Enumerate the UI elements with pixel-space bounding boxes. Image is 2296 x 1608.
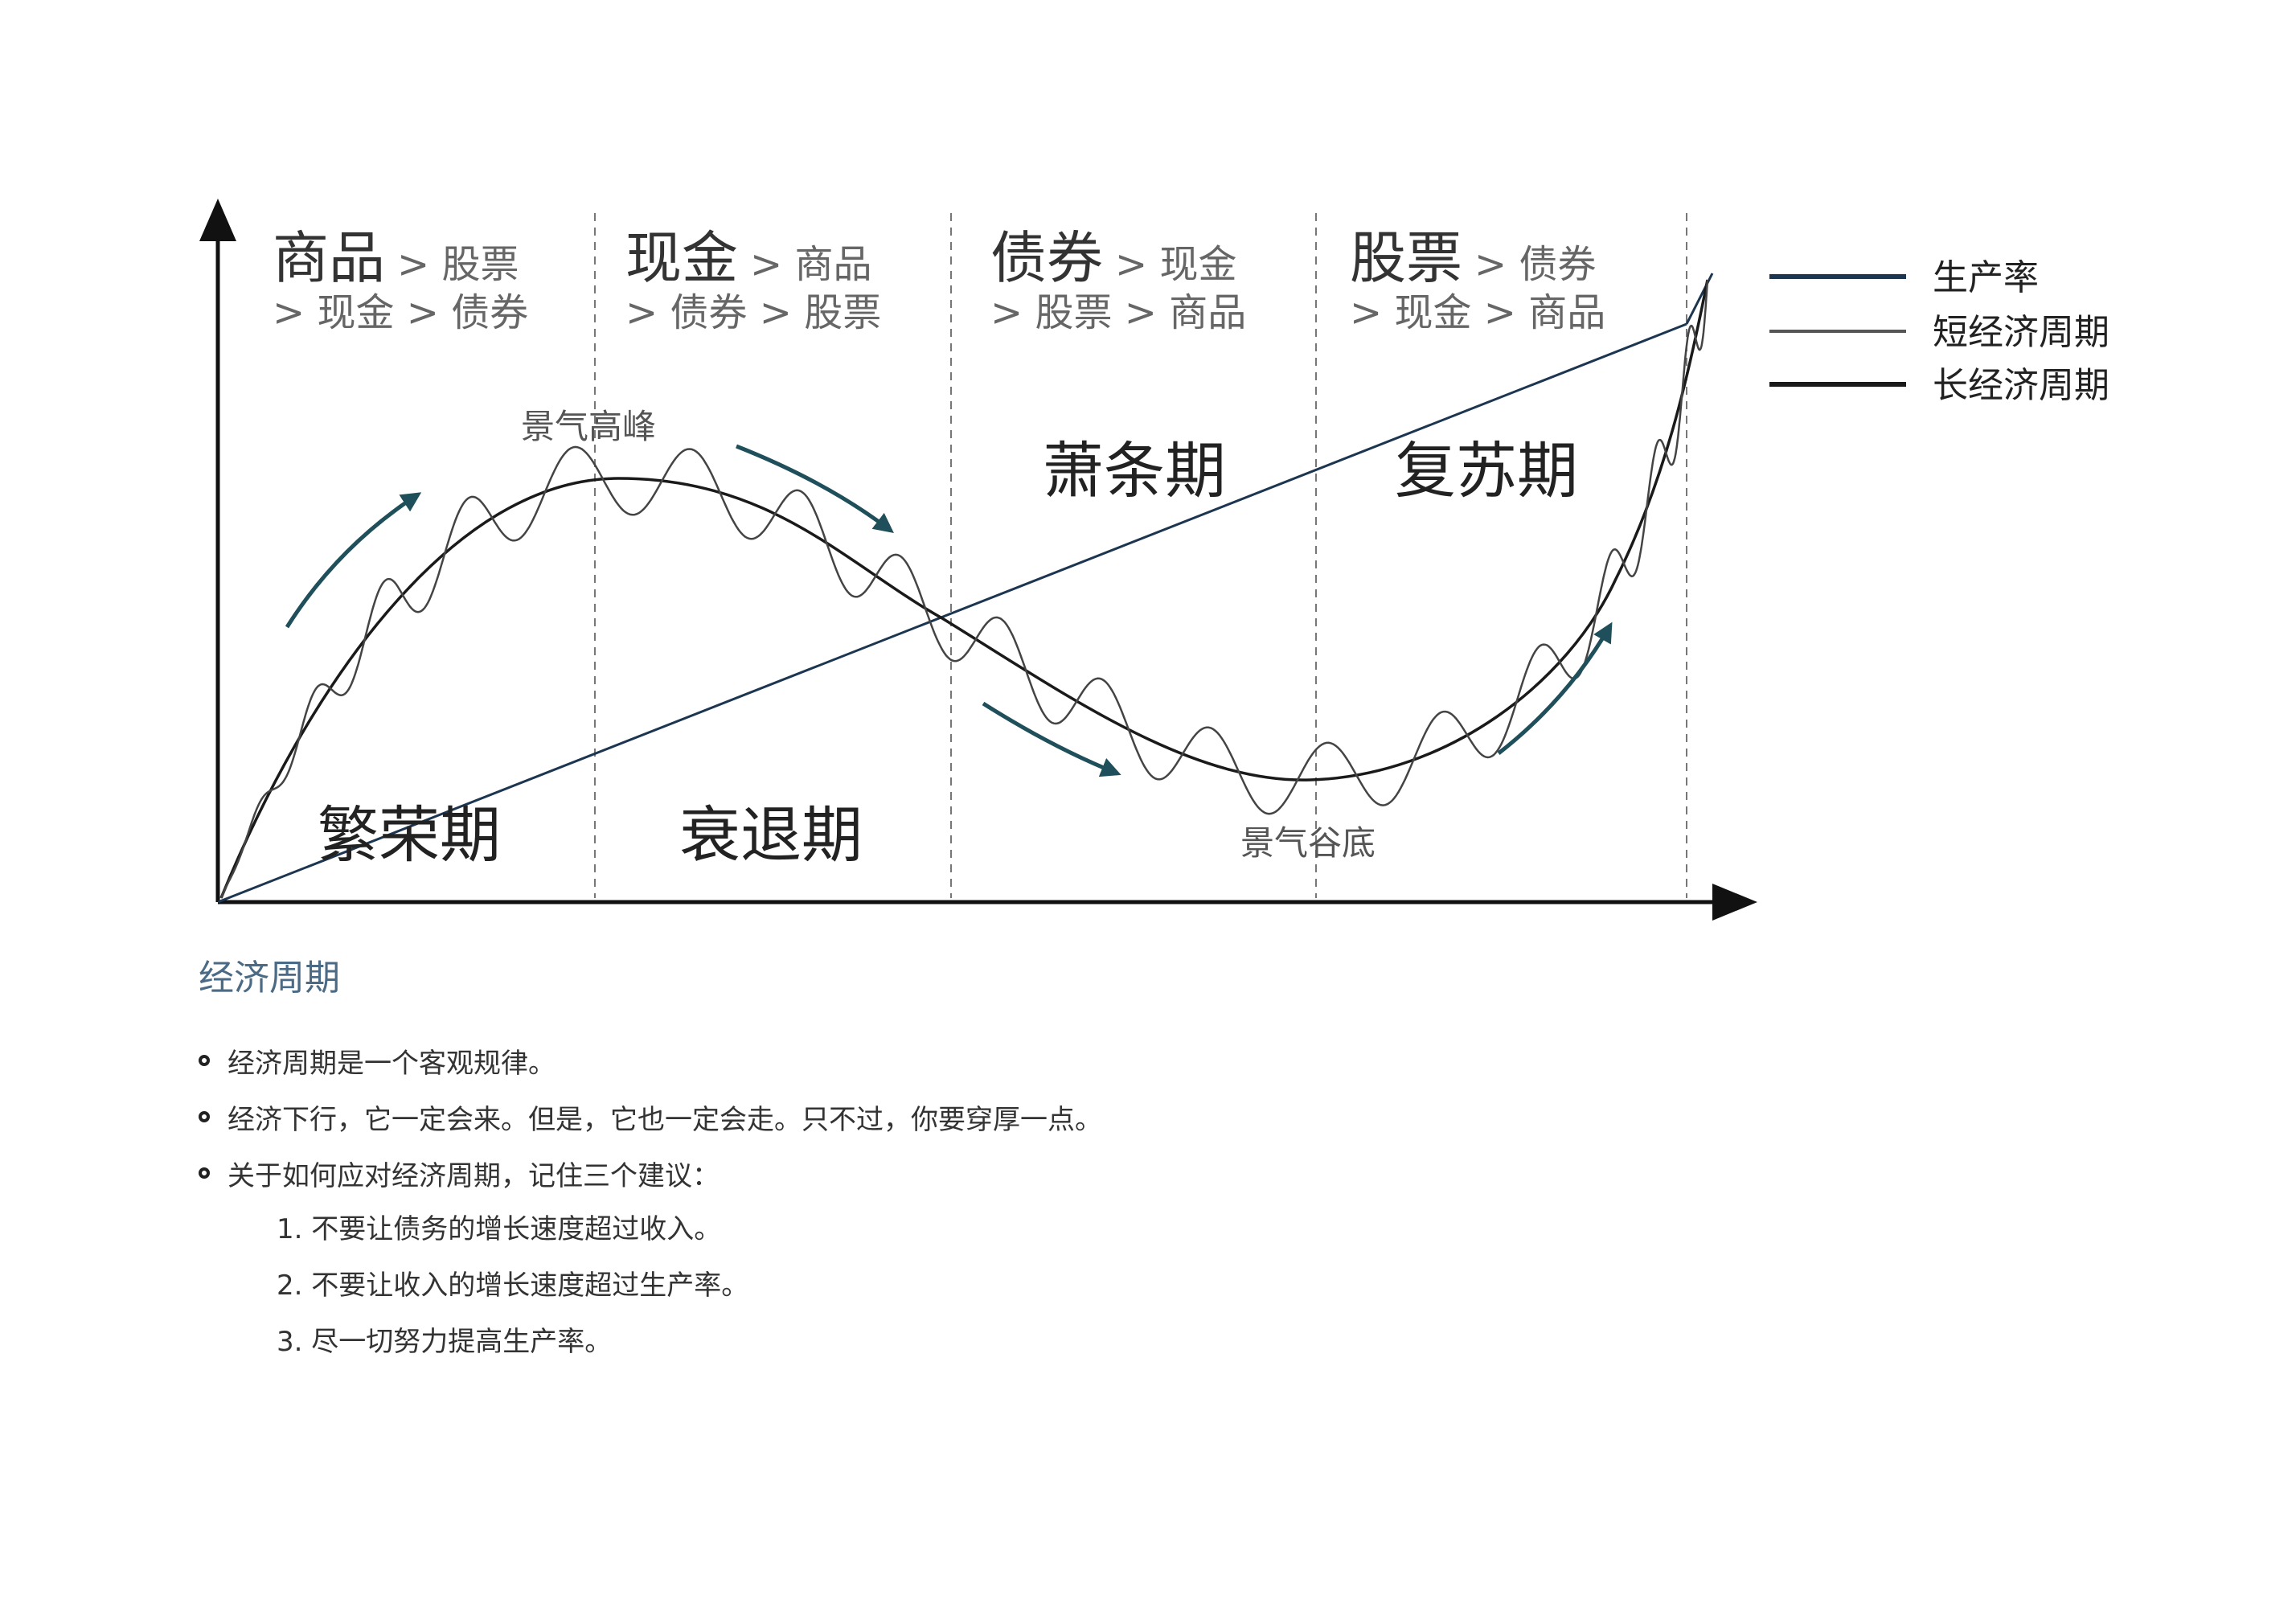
x-axis-arrow-icon [1712, 884, 1757, 921]
y-axis-arrow-icon [199, 199, 236, 241]
legend-label: 长经济周期 [1933, 365, 2109, 406]
legend: 生产率 短经济周期 长经济周期 [1769, 257, 2109, 406]
productivity-line [217, 322, 1687, 904]
svg-text:商品> 股票: 商品 > 股票 [273, 225, 519, 291]
bullet-item: 经济周期是一个客观规律。 [199, 1032, 1102, 1089]
peak-label: 景气高峰 [521, 407, 656, 446]
notes-title: 经济周期 [199, 958, 340, 999]
advice-item: 3. 尽一切努力提高生产率。 [277, 1326, 613, 1358]
short-cycle-curve [219, 279, 1709, 899]
arrow-down-icon [736, 444, 894, 534]
phase-label-depression: 萧条期 [1043, 435, 1226, 507]
bullet-item: 关于如何应对经济周期，记住三个建议： [199, 1145, 1102, 1201]
column-header-2: 现金 > 商品 > 债券 > 股票 [625, 225, 881, 335]
bullet-icon [199, 1055, 210, 1066]
column-header-4: 股票 > 债券 > 现金 > 商品 [1350, 225, 1605, 335]
column-header-3: 债券 > 现金 > 股票 > 商品 [990, 225, 1246, 335]
arrow-up-icon [285, 492, 422, 629]
svg-text:股票> 债券: 股票 > 债券 [1350, 225, 1596, 291]
svg-text:现金> 商品: 现金 > 商品 [625, 225, 871, 291]
legend-label: 生产率 [1933, 257, 2039, 298]
advice-item: 1. 不要让债务的增长速度超过收入。 [277, 1213, 722, 1245]
advice-item: 2. 不要让收入的增长速度超过生产率。 [277, 1270, 749, 1302]
bullet-icon [199, 1167, 210, 1179]
phase-label-prosperity: 繁荣期 [318, 799, 501, 871]
trough-label: 景气谷底 [1240, 823, 1376, 863]
svg-text:> 股票 > 商品: > 股票 > 商品 [990, 290, 1246, 335]
svg-text:> 现金 > 债券: > 现金 > 债券 [273, 290, 528, 335]
arrow-down-icon [982, 701, 1121, 777]
long-cycle-curve [219, 279, 1709, 899]
arrow-up-icon [1497, 621, 1613, 755]
column-header-1: 商品 > 股票 > 现金 > 债券 [273, 225, 528, 335]
svg-text:> 债券 > 股票: > 债券 > 股票 [625, 290, 881, 335]
bullet-item: 经济下行，它一定会来。但是，它也一定会走。只不过，你要穿厚一点。 [199, 1089, 1102, 1145]
phase-label-recovery: 复苏期 [1395, 435, 1578, 507]
notes-section: 经济周期 经济周期是一个客观规律。 经济下行，它一定会来。但是，它也一定会走。只… [199, 949, 1102, 1370]
legend-label: 短经济周期 [1933, 312, 2109, 353]
svg-text:债券> 现金: 债券 > 现金 [990, 225, 1236, 291]
bullet-icon [199, 1111, 210, 1122]
svg-text:> 现金 > 商品: > 现金 > 商品 [1350, 290, 1605, 335]
phase-label-recession: 衰退期 [679, 799, 863, 871]
